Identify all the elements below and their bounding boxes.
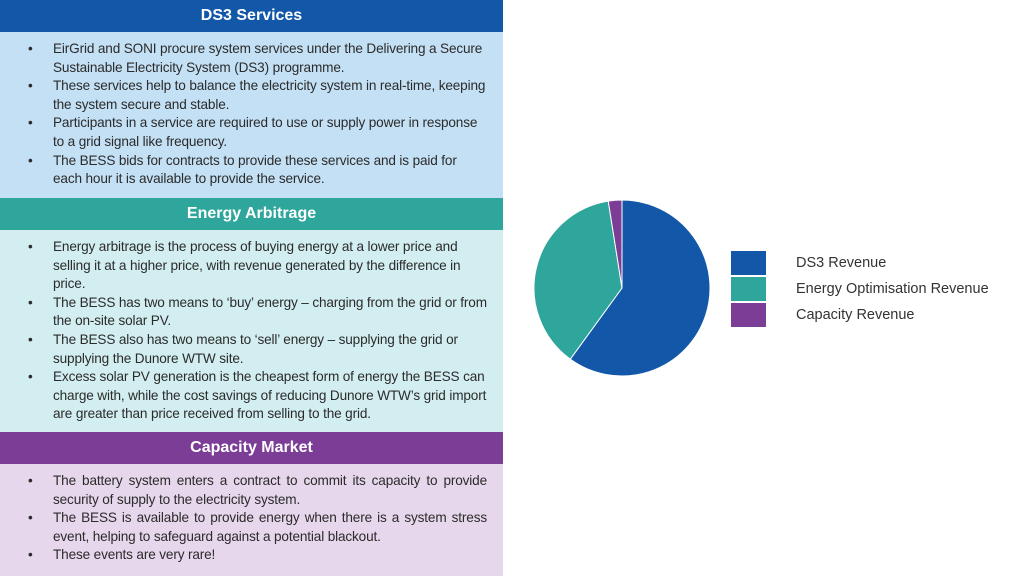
bullet-text: The battery system enters a contract to … <box>53 473 487 507</box>
bullet-marker: • <box>28 78 33 94</box>
bullet-marker: • <box>28 510 33 526</box>
bullet-item: • The battery system enters a contract to… <box>0 472 487 509</box>
bullet-item: • EirGrid and SONI procure system service… <box>0 40 487 77</box>
bullet-marker: • <box>28 547 33 563</box>
bullet-text: The BESS bids for contracts to provide t… <box>53 152 457 187</box>
section-header: Capacity Market <box>0 432 503 464</box>
bullet-marker: • <box>28 331 33 347</box>
bullet-text: These events are very rare! <box>53 547 216 563</box>
section-ds3-services: DS3 Services • EirGrid and SONI procure s… <box>0 0 503 198</box>
section-header: DS3 Services <box>0 0 503 32</box>
pie-slice-energy-optimisation-revenue <box>533 200 623 360</box>
legend-item: Energy Optimisation Revenue <box>731 276 989 301</box>
bullet-marker: • <box>28 115 33 131</box>
bullet-marker: • <box>28 294 33 310</box>
legend-label: Capacity Revenue <box>796 306 915 323</box>
revenue-pie-chart <box>533 199 711 377</box>
bullet-list: • EirGrid and SONI procure system service… <box>0 40 487 189</box>
legend-item: DS3 Revenue <box>731 250 989 275</box>
bullet-item: • Energy arbitrage is the process of buyi… <box>0 238 487 294</box>
legend-label: DS3 Revenue <box>796 254 887 271</box>
section-header: Energy Arbitrage <box>0 198 503 230</box>
pie-slice-capacity-revenue <box>607 199 623 289</box>
bullet-marker: • <box>28 152 33 168</box>
bullet-marker: • <box>28 473 33 488</box>
bullet-marker: • <box>28 369 33 385</box>
bullet-marker: • <box>28 41 33 56</box>
legend-swatch <box>731 276 766 301</box>
chart-legend: DS3 Revenue Energy Optimisation Revenue Ca… <box>731 250 989 328</box>
bullet-list: • The battery system enters a contract to… <box>0 472 487 565</box>
info-panel: DS3 Services • EirGrid and SONI procure s… <box>0 0 503 576</box>
bullet-text: Energy arbitrage is the process of buyin… <box>53 239 461 292</box>
bullet-item: • The BESS is available to provide energy… <box>0 509 487 546</box>
bullet-item: • The BESS also has two means to ‘sell’ e… <box>0 331 487 368</box>
bullet-text: The BESS has two means to ‘buy’ energy –… <box>53 294 487 329</box>
bullet-marker: • <box>28 239 33 254</box>
bullet-text: These services help to balance the elect… <box>53 78 486 112</box>
bullet-text: Participants in a service are required t… <box>53 115 478 149</box>
bullet-text: The BESS is available to provide energy … <box>53 510 487 544</box>
bullet-item: • The BESS has two means to ‘buy’ energy … <box>0 294 487 331</box>
bullet-item: • These services help to balance the elec… <box>0 77 487 114</box>
bullet-text: The BESS also has two means to ‘sell’ en… <box>53 331 458 366</box>
pie-slice-ds3-revenue <box>569 199 711 377</box>
bullet-item: • Participants in a service are required … <box>0 114 487 151</box>
bullet-item: • These events are very rare! <box>0 546 487 565</box>
bullet-text: Excess solar PV generation is the cheape… <box>53 369 487 422</box>
section-energy-arbitrage: Energy Arbitrage • Energy arbitrage is th… <box>0 198 503 432</box>
bullet-text: EirGrid and SONI procure system services… <box>53 41 483 75</box>
legend-label: Energy Optimisation Revenue <box>796 280 989 297</box>
legend-item: Capacity Revenue <box>731 302 989 327</box>
bullet-list: • Energy arbitrage is the process of buyi… <box>0 238 487 424</box>
bullet-item: • The BESS bids for contracts to provide … <box>0 152 487 189</box>
bullet-item: • Excess solar PV generation is the cheap… <box>0 368 487 424</box>
section-capacity-market: Capacity Market • The battery system ente… <box>0 432 503 576</box>
legend-swatch <box>731 302 766 327</box>
legend-swatch <box>731 250 766 275</box>
